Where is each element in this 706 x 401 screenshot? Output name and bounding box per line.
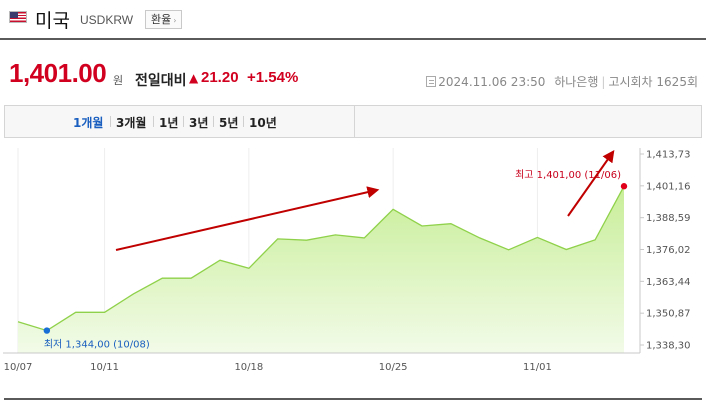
y-axis: 1,413,73 1,401,16 1,388,59 1,376,02 1,363,44… <box>640 150 691 352</box>
compare-label: 전일대비 <box>135 73 187 89</box>
y-tick-label: 1,363,44 <box>646 277 691 288</box>
tab-divider <box>183 116 184 127</box>
bank-name: 하나은행 <box>554 75 599 89</box>
tab-3-year[interactable]: 3년 <box>189 116 209 130</box>
chart-line <box>17 185 625 332</box>
chevron-right-icon: › <box>173 16 177 25</box>
quote-meta: 2024.11.06 23:50 하나은행 | 고시회차 1625회 <box>426 73 698 90</box>
trend-arrow-right <box>567 150 615 217</box>
trend-arrow-left <box>115 186 380 251</box>
notice-round: 고시회차 1625회 <box>608 75 698 89</box>
change-value: 21.20 <box>201 69 239 86</box>
current-price: 1,401.00 <box>9 58 107 88</box>
change-percent: +1.54% <box>247 69 299 86</box>
tabs-divider <box>354 106 355 137</box>
country-name: 미국 <box>35 10 70 32</box>
currency-code: USDKRW <box>80 13 134 27</box>
us-flag-icon <box>9 11 27 23</box>
tab-1-year[interactable]: 1년 <box>159 116 179 130</box>
high-point <box>620 183 628 190</box>
tab-divider <box>153 116 154 127</box>
period-tabs: 1개월 3개월 1년 3년 5년 10년 <box>4 105 702 138</box>
y-tick-label: 1,388,59 <box>646 213 691 224</box>
tab-divider <box>110 116 111 127</box>
bottom-rule <box>4 398 702 400</box>
document-icon <box>426 76 437 87</box>
x-tick-label: 11/01 <box>523 362 552 372</box>
x-tick-label: 10/07 <box>4 362 33 372</box>
tab-3-month[interactable]: 3개월 <box>116 116 147 130</box>
exchange-rate-button-label: 환율 <box>151 13 172 26</box>
tab-10-year[interactable]: 10년 <box>249 116 277 130</box>
header: 미국 USDKRW 환율 › <box>0 0 706 40</box>
tab-divider <box>243 116 244 127</box>
y-tick-label: 1,376,02 <box>646 245 691 256</box>
high-label: 최고 1,401,00 (11/06) <box>515 169 621 181</box>
chart-area <box>18 186 624 353</box>
up-triangle-icon: ▲ <box>189 71 199 85</box>
tab-5-year[interactable]: 5년 <box>219 116 239 130</box>
tab-1-month[interactable]: 1개월 <box>73 116 104 130</box>
exchange-rate-button[interactable]: 환율 › <box>145 10 183 29</box>
y-tick-label: 1,413,73 <box>646 150 691 161</box>
x-tick-label: 10/11 <box>90 362 119 372</box>
meta-divider: | <box>601 75 606 89</box>
exchange-rate-chart[interactable]: 1,413,73 1,401,16 1,388,59 1,376,02 1,363,44… <box>0 140 706 372</box>
quote-datetime: 2024.11.06 23:50 <box>438 75 546 89</box>
price-unit: 원 <box>113 74 124 87</box>
chart-axis <box>3 148 641 354</box>
low-point <box>43 327 51 334</box>
x-axis: 10/07 10/11 10/18 10/25 11/01 <box>4 362 552 372</box>
y-tick-label: 1,350,87 <box>646 309 691 320</box>
x-tick-label: 10/18 <box>234 362 263 372</box>
y-tick-label: 1,338,30 <box>646 341 691 352</box>
y-tick-label: 1,401,16 <box>646 181 691 192</box>
x-tick-label: 10/25 <box>379 362 408 372</box>
tab-divider <box>213 116 214 127</box>
low-label: 최저 1,344,00 (10/08) <box>44 339 150 351</box>
